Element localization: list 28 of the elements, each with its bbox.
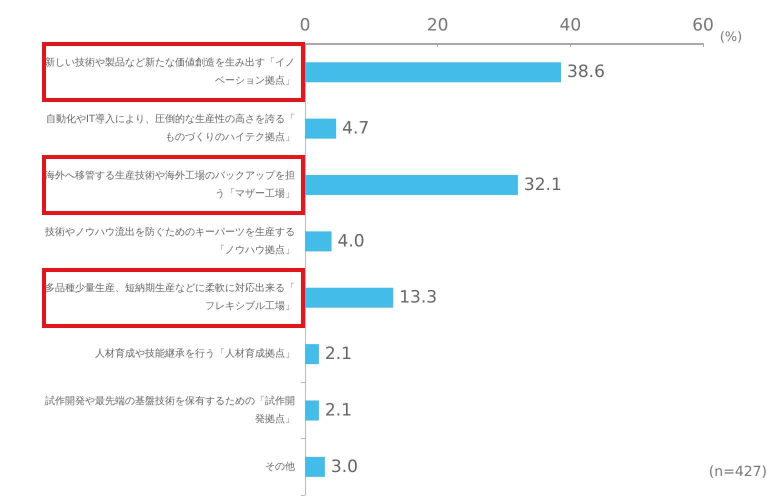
bar [305, 288, 394, 308]
data-label: 3.0 [330, 456, 358, 477]
data-label: 2.1 [324, 400, 352, 420]
y-tick-label: 新しい技術や製品など新たな価値創造を生み出す「イノベーション拠点」 [45, 56, 295, 87]
bar [305, 118, 336, 139]
data-label: 4.7 [342, 118, 370, 139]
data-label: 32.1 [524, 174, 562, 195]
x-tick-label: 40 [560, 16, 582, 36]
bar [305, 400, 319, 420]
y-tick-label: 人材育成や技能継承を行う「人材育成拠点」 [95, 348, 295, 360]
y-tick-label: 海外へ移管する生産技術や海外工場のバックアップを担う「マザー工場」 [45, 169, 295, 200]
x-tick-label: 60 [692, 16, 714, 36]
y-tick-label: 多品種少量生産、短納期生産などに柔軟に対応出来る「フレキシブル工場」 [45, 282, 295, 312]
x-axis-title: (%) [720, 30, 742, 45]
y-tick-label: その他 [265, 460, 295, 472]
bar [305, 231, 332, 252]
data-label: 38.6 [567, 62, 605, 82]
bar [305, 456, 325, 477]
y-tick-label: 技術やノウハウ流出を防ぐためのキーパーツを生産する「ノウハウ拠点」 [44, 226, 295, 256]
x-tick-label: 0 [300, 16, 310, 36]
y-tick-label: 自動化やIT導入により、圧倒的な生産性の高さを誇る「ものづくりのハイテク拠点」 [46, 113, 295, 144]
y-tick-label: 試作開発や最先端の基盤技術を保有するための「試作開発拠点」 [45, 394, 295, 425]
data-label: 13.3 [399, 288, 438, 308]
text: (n=427) [708, 464, 767, 480]
data-label: 4.0 [338, 231, 365, 252]
x-tick-label: 20 [426, 16, 448, 36]
data-label: 2.1 [324, 344, 352, 364]
bar [305, 344, 319, 364]
